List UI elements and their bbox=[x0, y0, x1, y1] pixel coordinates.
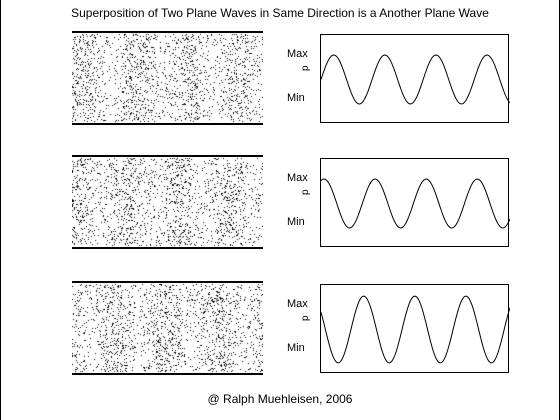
pressure-axis-label-1: p bbox=[300, 65, 311, 71]
pressure-wave-1 bbox=[321, 54, 510, 105]
figure-title: Superposition of Two Plane Waves in Same… bbox=[71, 6, 489, 20]
top-wall-1 bbox=[72, 31, 263, 33]
left-border bbox=[0, 0, 1, 420]
particle-field-2 bbox=[72, 155, 263, 249]
max-label-2: Max bbox=[287, 172, 308, 184]
min-label-1: Min bbox=[287, 92, 305, 104]
min-label-3: Min bbox=[287, 342, 305, 354]
max-label-1: Max bbox=[287, 48, 308, 60]
top-wall-3 bbox=[72, 281, 263, 283]
pressure-plot-2 bbox=[320, 158, 510, 247]
pressure-axis-label-2: p bbox=[300, 189, 311, 195]
min-label-2: Min bbox=[287, 216, 305, 228]
pressure-wave-2 bbox=[321, 178, 510, 229]
bottom-wall-1 bbox=[72, 123, 263, 125]
pressure-plot-1 bbox=[320, 34, 510, 123]
pressure-plot-3 bbox=[320, 284, 510, 373]
wave-panel-3: Max p Min bbox=[0, 281, 560, 381]
pressure-axis-label-3: p bbox=[300, 315, 311, 321]
pressure-wave-3 bbox=[321, 295, 510, 364]
top-wall-2 bbox=[72, 155, 263, 157]
bottom-wall-3 bbox=[72, 373, 263, 375]
wave-panel-2: Max p Min bbox=[0, 155, 560, 255]
particle-field-3 bbox=[72, 281, 263, 375]
particle-field-1 bbox=[72, 31, 263, 125]
copyright-credit: @ Ralph Muehleisen, 2006 bbox=[207, 392, 353, 406]
bottom-wall-2 bbox=[72, 247, 263, 249]
wave-panel-1: Max p Min bbox=[0, 31, 560, 131]
max-label-3: Max bbox=[287, 298, 308, 310]
